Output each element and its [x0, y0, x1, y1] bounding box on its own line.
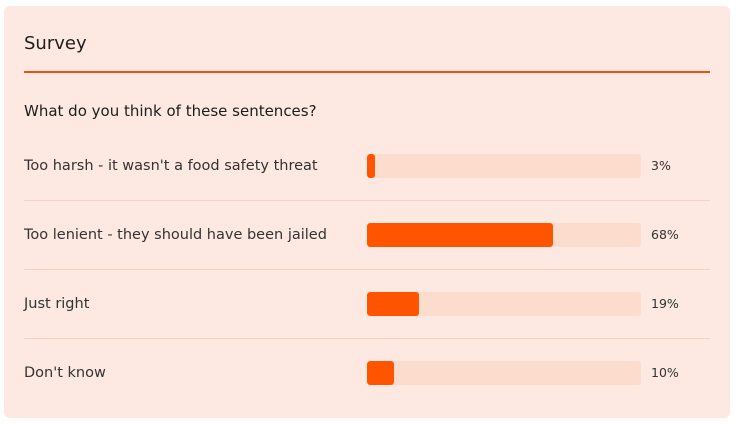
result-bar-fill	[367, 223, 554, 247]
result-row-too-lenient: Too lenient - they should have been jail…	[24, 201, 710, 270]
title-divider	[24, 71, 710, 73]
result-row-dont-know: Don't know 10%	[24, 339, 710, 408]
survey-question: What do you think of these sentences?	[24, 102, 317, 120]
result-bar-track	[367, 361, 641, 385]
result-bar-track	[367, 292, 641, 316]
result-label: Don't know	[24, 365, 106, 381]
result-label: Too harsh - it wasn't a food safety thre…	[24, 158, 318, 174]
result-label: Too lenient - they should have been jail…	[24, 227, 327, 243]
result-bar-track	[367, 154, 641, 178]
result-percent: 68%	[651, 227, 679, 242]
result-percent: 10%	[651, 365, 679, 380]
survey-results: Too harsh - it wasn't a food safety thre…	[24, 132, 710, 408]
result-bar-fill	[367, 154, 376, 178]
result-label: Just right	[24, 296, 90, 312]
survey-title: Survey	[24, 33, 87, 54]
result-percent: 19%	[651, 296, 679, 311]
result-row-too-harsh: Too harsh - it wasn't a food safety thre…	[24, 132, 710, 201]
result-row-just-right: Just right 19%	[24, 270, 710, 339]
result-bar-fill	[367, 361, 395, 385]
survey-card: Survey What do you think of these senten…	[4, 6, 730, 418]
result-percent: 3%	[651, 158, 671, 173]
result-bar-fill	[367, 292, 420, 316]
result-bar-track	[367, 223, 641, 247]
